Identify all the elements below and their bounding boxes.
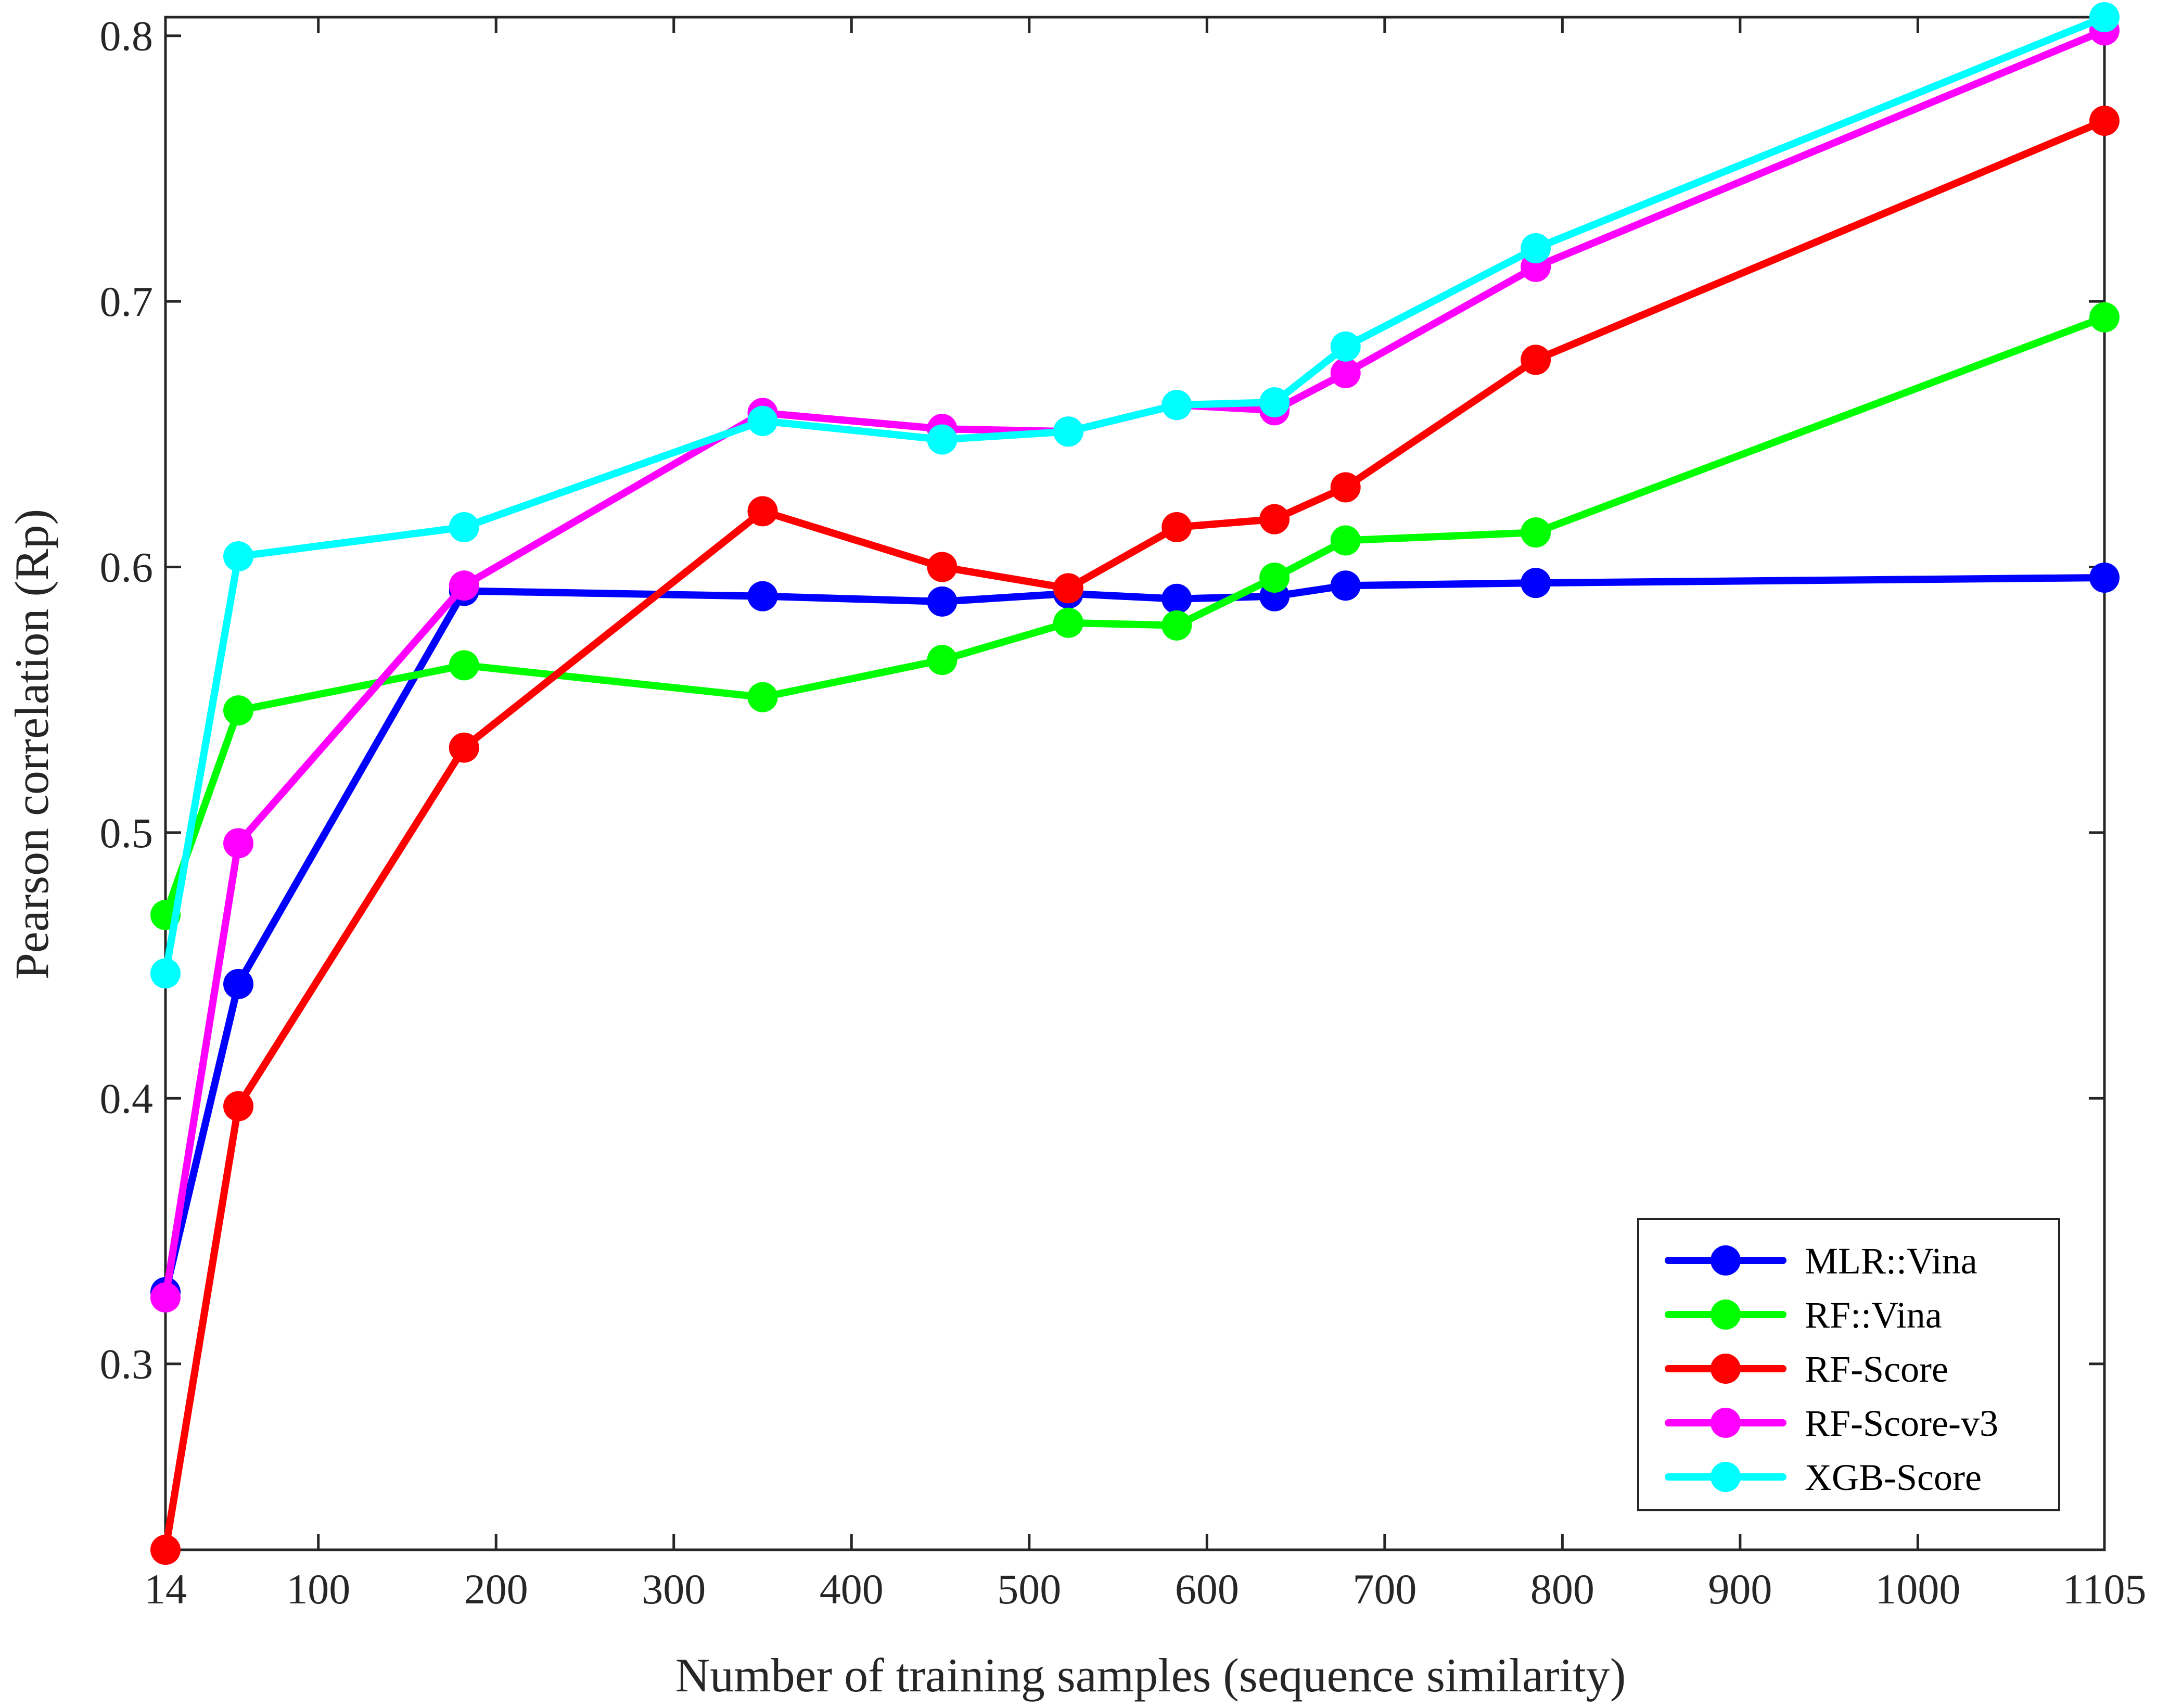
y-tick-label: 0.6 [100,544,154,591]
data-point [1162,583,1192,614]
series-rf-vina [150,302,2120,931]
x-tick-label: 100 [286,1565,350,1613]
legend-marker [1711,1245,1741,1276]
legend-label: RF::Vina [1805,1294,1942,1336]
x-tick-label: 14 [144,1565,187,1613]
y-tick-label: 0.3 [100,1341,154,1388]
data-point [1053,416,1083,447]
legend-marker [1711,1299,1741,1330]
legend-label: RF-Score-v3 [1805,1403,1998,1444]
data-point [449,570,479,601]
data-point [2089,302,2120,333]
data-point [449,650,479,681]
data-point [223,1091,254,1121]
data-point [747,496,778,527]
data-point [150,958,181,989]
data-point [927,586,958,617]
data-point [150,1535,181,1565]
legend-label: MLR::Vina [1805,1240,1977,1282]
legend-marker [1711,1462,1741,1492]
x-tick-label: 900 [1708,1565,1772,1613]
data-point [223,541,254,572]
x-tick-label: 700 [1352,1565,1416,1613]
plot-frame [164,16,2106,1551]
x-tick-label: 1105 [2063,1565,2147,1613]
data-point [927,424,958,455]
data-point [747,405,778,436]
data-point [1162,610,1192,641]
data-point [1330,358,1361,388]
legend-label: RF-Score [1805,1348,1948,1390]
y-tick-label: 0.4 [100,1075,154,1122]
x-axis-label: Number of training samples (sequence sim… [675,1649,1626,1702]
data-point [150,1282,181,1313]
x-tick-label: 1000 [1875,1565,1960,1613]
data-point [1259,562,1290,593]
data-point [449,732,479,763]
legend-marker [1711,1354,1741,1384]
data-point [2089,2,2120,32]
data-point [223,695,254,726]
data-point [1162,512,1192,542]
data-point [1521,568,1551,598]
data-point [747,682,778,712]
y-tick-label: 0.5 [100,809,154,857]
data-point [927,645,958,675]
x-tick-label: 300 [642,1565,706,1613]
legend-box [1637,1218,2060,1511]
data-point [1330,472,1361,503]
x-tick-label: 200 [464,1565,528,1613]
series-layer [150,2,2120,1565]
data-point [1259,387,1290,418]
data-point [927,552,958,582]
axes: 14 100 200 300 400 500 600 700 800 900 1000 1105 0.3… [100,12,2147,1613]
data-point [223,968,254,999]
data-point [747,581,778,611]
data-point [1330,331,1361,362]
data-point [223,828,254,859]
legend-label: XGB-Score [1805,1457,1982,1498]
x-tick-label: 800 [1530,1565,1594,1613]
x-tick-label: 400 [820,1565,884,1613]
data-point [449,512,479,542]
data-point [1053,607,1083,638]
x-tick-label: 600 [1175,1565,1239,1613]
data-point [1330,570,1361,601]
data-point [1521,517,1551,548]
data-point [1521,345,1551,375]
legend: MLR::VinaRF::VinaRF-ScoreRF-Score-v3XGB-… [1637,1218,2060,1511]
y-tick-label: 0.7 [100,278,154,325]
x-tick-label: 500 [997,1565,1061,1613]
data-point [1521,233,1551,264]
data-point [1259,504,1290,534]
data-point [1162,390,1192,420]
y-tick-label: 0.8 [100,12,154,60]
data-point [2089,562,2120,593]
y-axis-label: Pearson correlation (Rp) [5,509,58,979]
series-rf-score [150,106,2120,1565]
data-point [1053,573,1083,604]
data-point [1330,525,1361,556]
legend-marker [1711,1408,1741,1438]
data-point [2089,106,2120,136]
series-xgb-score [150,2,2120,989]
